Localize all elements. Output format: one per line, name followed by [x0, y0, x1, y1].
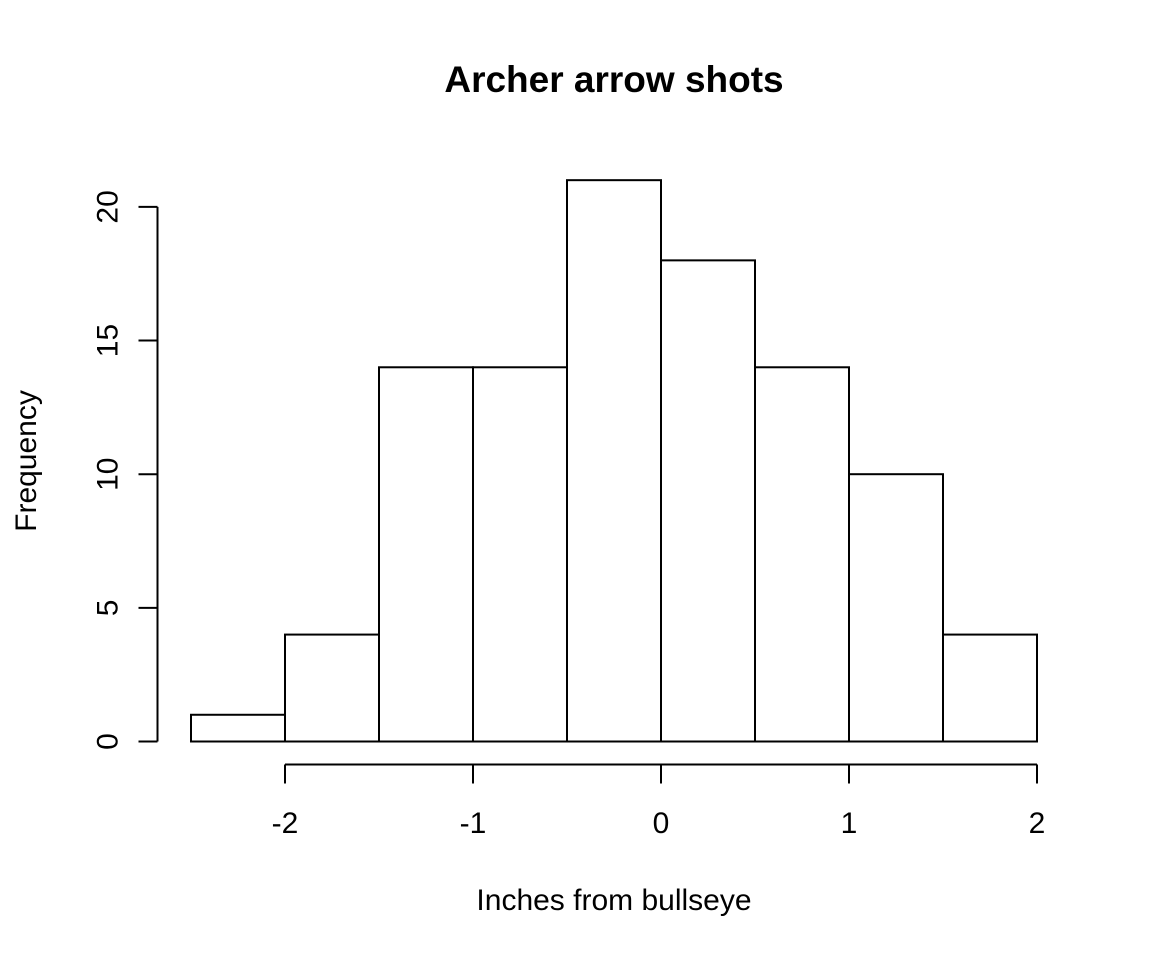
bars-group: [190, 179, 1038, 743]
histogram-bar: [190, 713, 286, 743]
histogram-bar: [848, 473, 944, 743]
y-tick-label: 15: [91, 324, 124, 357]
y-tick-label: 20: [91, 190, 124, 223]
y-tick-label: 10: [91, 458, 124, 491]
histogram-bar: [942, 633, 1038, 743]
y-axis-title: Frequency: [10, 390, 43, 532]
x-tick-label: -2: [272, 807, 299, 840]
x-tick-label: 1: [841, 807, 858, 840]
y-tick-label: 5: [91, 600, 124, 617]
histogram-bar: [566, 179, 662, 743]
histogram-bar: [378, 366, 474, 743]
y-tick-label: 0: [91, 733, 124, 750]
x-axis-title: Inches from bullseye: [476, 884, 751, 917]
chart-title: Archer arrow shots: [444, 59, 783, 100]
y-axis: 0 5 10 15 20: [91, 190, 159, 750]
histogram-bar: [284, 633, 380, 743]
histogram-bar: [660, 259, 756, 743]
x-axis: -2 -1 0 1 2: [272, 763, 1046, 840]
histogram-bar: [754, 366, 850, 743]
x-tick-label: -1: [460, 807, 487, 840]
histogram-bar: [472, 366, 568, 743]
x-tick-label: 2: [1029, 807, 1046, 840]
x-tick-label: 0: [653, 807, 670, 840]
